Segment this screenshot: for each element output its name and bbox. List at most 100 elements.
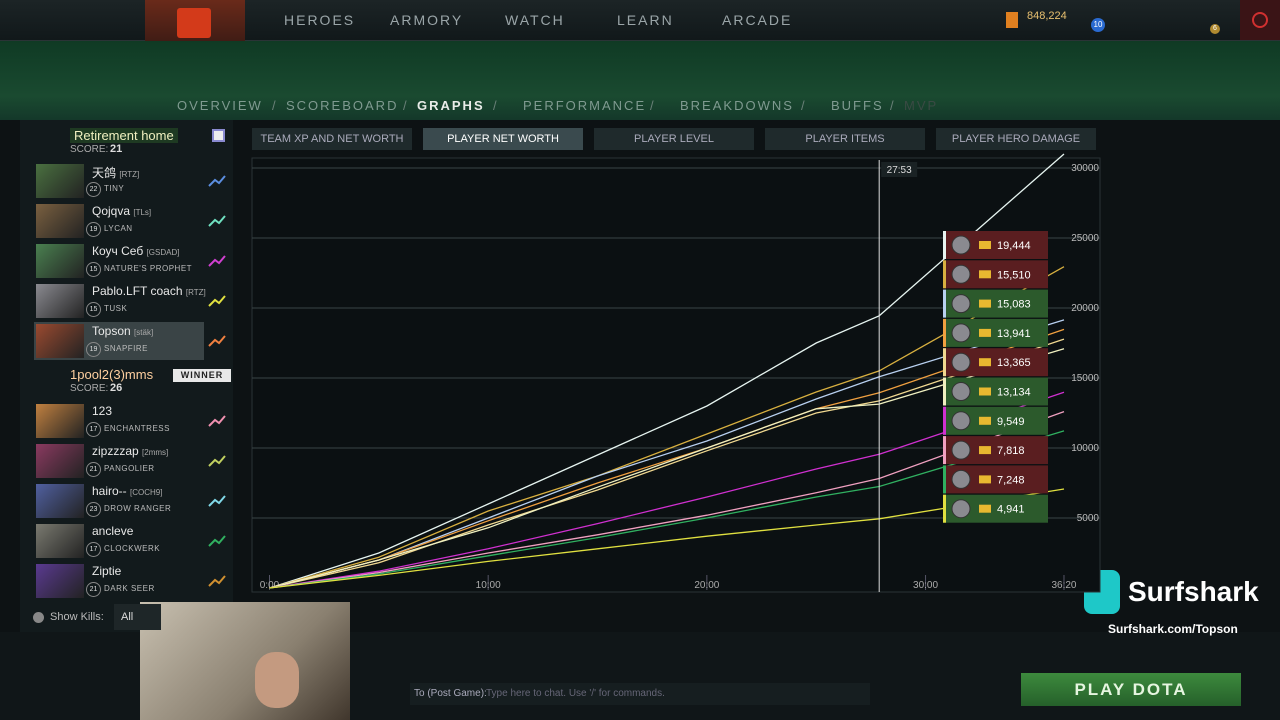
badge[interactable]: 6 [1210,24,1220,34]
player-level: 17 [86,542,101,557]
player-name: Qojqva [TLs] [92,204,152,218]
show-kills-select[interactable]: All [114,604,161,630]
top-bar: 848,224 10 6 [0,0,1280,48]
player-row[interactable]: Pablo.LFT coach [RTZ] 15 TUSK [34,282,226,320]
sponsor-name: Surfshark [1128,576,1259,607]
player-row[interactable]: 123 17 ENCHANTRESS [34,402,226,440]
player-level: 19 [86,342,101,357]
y-tick-label: 10000 [1071,443,1099,454]
tooltip-hero [951,382,971,401]
score-label: SCORE: [70,144,109,155]
team-name: Retirement home [70,128,178,143]
tooltip-hero [951,323,971,343]
hero-portrait [36,324,84,358]
sub-nav-item[interactable]: MVP [904,98,939,113]
x-tick-label: 36:20 [1051,580,1076,591]
tooltip-hero [951,294,971,314]
hero-portrait [36,564,84,598]
graph-toggle [208,495,226,507]
tooltip-hero [951,352,971,372]
sub-nav-item[interactable]: PERFORMANCE [523,98,647,113]
sub-nav-item[interactable]: BUFFS [831,98,884,113]
x-tick-label: 10:00 [476,580,501,591]
tooltip-color [943,436,946,465]
graph-toggle-icon [208,455,226,467]
graph-toggle-icon [208,175,226,187]
graph-tab[interactable]: PLAYER HERO DAMAGE [936,128,1096,150]
graph-toggle-icon [208,295,226,307]
hero-name: TINY [104,184,125,193]
player-name: 123 [92,404,113,418]
sub-nav-item[interactable]: SCOREBOARD [286,98,399,113]
tooltip-color [943,465,946,494]
sub-nav-item[interactable]: BREAKDOWNS [680,98,794,113]
player-row[interactable]: 天鸽 [RTZ] 22 TINY [34,162,226,200]
nav-item[interactable]: ARMORY [390,12,464,28]
tooltip-color [943,289,946,318]
player-tag: [TLs] [133,208,152,217]
gold-icon [979,475,991,484]
sub-nav-item[interactable]: GRAPHS [417,98,485,113]
player-name: zipzzzap [2mms] [92,444,169,458]
tooltip-color [943,377,946,406]
tooltip-value: 9,549 [997,416,1025,428]
hero-name: LYCAN [104,224,133,233]
graph-toggle [208,415,226,427]
player-row[interactable]: hairo-- [COCH9] 23 DROW RANGER [34,482,226,520]
chat-box[interactable]: To (Post Game): Type here to chat. Use '… [410,683,870,705]
nav-separator: / [272,98,276,113]
y-tick-label: 15000 [1071,373,1099,384]
gold-icon [979,358,991,367]
graph-tab[interactable]: PLAYER ITEMS [765,128,925,150]
player-level: 15 [86,262,101,277]
player-level: 15 [86,302,101,317]
kill-icon [33,612,44,623]
team-toggle[interactable] [212,129,225,142]
nav-item[interactable]: HEROES [284,12,356,28]
player-row[interactable]: Коуч Себ [GSDAD] 15 NATURE'S PROPHET [34,242,226,280]
tooltip-value: 13,134 [997,387,1031,399]
hero-portrait [36,444,84,478]
graph-tab[interactable]: PLAYER LEVEL [594,128,754,150]
y-tick-label: 25000 [1071,233,1099,244]
play-button[interactable]: PLAY DOTA [1021,673,1241,706]
tooltip-value: 15,083 [997,299,1031,311]
x-tick-label: 0:00 [260,580,280,591]
player-name: Коуч Себ [GSDAD] [92,244,180,258]
graph-tab[interactable]: PLAYER NET WORTH [423,128,583,150]
player-name: 天鸽 [RTZ] [92,166,140,180]
nav-item[interactable]: LEARN [617,12,674,28]
player-row[interactable]: Ziptie 21 DARK SEER [34,562,226,600]
webcam [140,602,350,720]
graph-tab[interactable]: TEAM XP AND NET WORTH [252,128,412,150]
nav-item[interactable]: ARCADE [722,12,793,28]
player-row[interactable]: ancleve 17 CLOCKWERK [34,522,226,560]
series-line [269,488,1065,589]
graph-toggle-icon [208,255,226,267]
series-line [269,391,1065,589]
team-name: 1pool2(3)mms [70,367,154,382]
dota-logo[interactable] [145,0,245,48]
hero-portrait [36,524,84,558]
sub-nav-item[interactable]: OVERVIEW [177,98,263,113]
player-row[interactable]: Qojqva [TLs] 19 LYCAN [34,202,226,240]
winner-badge: WINNER [173,369,231,382]
player-row[interactable]: zipzzzap [2mms] 21 PANGOLIER [34,442,226,480]
graph-toggle-icon [208,335,226,347]
player-level: 21 [86,462,101,477]
player-row[interactable]: Topson [stäk] 19 SNAPFIRE [34,322,226,360]
hero-portrait [36,204,84,238]
tooltip-color [943,406,946,435]
hero-name: PANGOLIER [104,464,155,473]
chat-prefix: To (Post Game): [414,688,487,699]
sponsor-url: Surfshark.com/Topson [1108,622,1238,636]
notification-count[interactable]: 10 [1091,18,1105,32]
nav-item[interactable]: WATCH [505,12,565,28]
power-button[interactable] [1240,0,1280,40]
player-level: 22 [86,182,101,197]
gold-icon [979,446,991,455]
gold-icon [979,504,991,513]
tooltip-value: 7,248 [997,474,1025,486]
tooltip-value: 15,510 [997,269,1031,281]
